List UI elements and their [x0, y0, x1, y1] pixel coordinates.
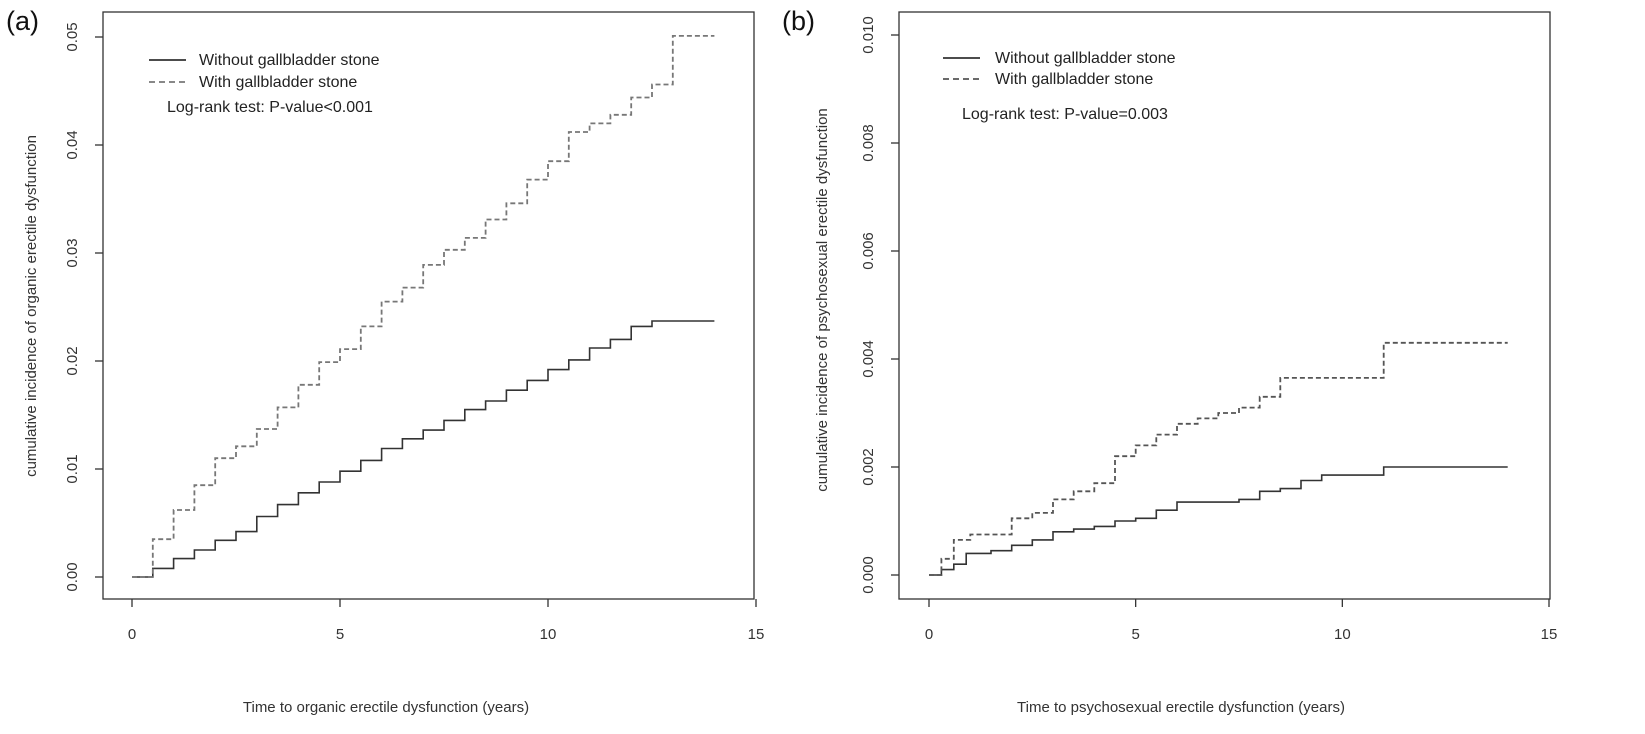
panel-b-series-without-gallbladder-stone	[929, 466, 1508, 576]
panel-b-plot-frame	[898, 11, 1551, 600]
panel-a-series-without-gallbladder-stone	[132, 320, 715, 578]
panel-b-y-tick-label: 0.004	[860, 340, 877, 378]
panel-b-series	[929, 341, 1508, 576]
panel-b-x-tick-label: 10	[1334, 626, 1351, 643]
panel-a-series-with-gallbladder-stone	[132, 35, 715, 578]
panel-a-x-tick-label: 15	[748, 626, 765, 643]
panel-a-chart: (a) 0 5 10 15 0.00 0.01 0.02 0.03 0.04 0.05 Time …	[6, 6, 764, 716]
panel-a-logrank-note: Log-rank test: P-value<0.001	[167, 99, 373, 116]
panel-b-x-tick-label: 0	[925, 626, 933, 643]
panel-a-x-tick-label: 10	[540, 626, 557, 643]
panel-b-y-tick-label: 0.000	[860, 556, 877, 594]
panel-a-y-tick-label: 0.00	[64, 562, 81, 591]
panel-a-y-tick-label: 0.05	[64, 22, 81, 51]
panel-a-y-tick-label: 0.04	[64, 130, 81, 159]
panel-b-x-tick-label: 5	[1131, 626, 1139, 643]
panel-a-y-axis-title: cumulative incidence of organic erectile…	[23, 135, 40, 477]
panel-a-x-axis-title: Time to organic erectile dysfunction (ye…	[243, 699, 529, 716]
panel-a-y-tick-label: 0.02	[64, 346, 81, 375]
panel-a-plot-frame	[102, 11, 755, 600]
panel-a-legend-with-label: With gallbladder stone	[199, 74, 357, 91]
panel-a-legend-without-label: Without gallbladder stone	[199, 52, 380, 69]
panel-b-chart: (b) 0 5 10 15 0.000 0.002 0.004 0.006 0.008 0.010…	[782, 6, 1557, 716]
panel-b-x-tick-label: 15	[1541, 626, 1558, 643]
panel-b-legend-without-label: Without gallbladder stone	[995, 50, 1176, 67]
panel-a-ticks: 0 5 10 15 0.00 0.01 0.02 0.03 0.04 0.05	[64, 22, 764, 643]
panel-b-y-tick-label: 0.002	[860, 448, 877, 486]
panel-a-y-tick-label: 0.01	[64, 454, 81, 483]
panel-b-logrank-note: Log-rank test: P-value=0.003	[962, 106, 1168, 123]
panel-b-x-axis-title: Time to psychosexual erectile dysfunctio…	[1017, 699, 1345, 716]
panel-b-ticks: 0 5 10 15 0.000 0.002 0.004 0.006 0.008 0.010	[860, 16, 1557, 643]
panel-b-y-tick-label: 0.008	[860, 124, 877, 162]
panel-a-series	[132, 35, 715, 578]
panel-b-y-axis-title: cumulative incidence of psychosexual ere…	[814, 108, 831, 492]
panel-b-y-tick-label: 0.006	[860, 232, 877, 270]
panel-a-x-tick-label: 0	[128, 626, 136, 643]
panel-a-tag: (a)	[6, 6, 39, 36]
panel-b-legend-with-label: With gallbladder stone	[995, 71, 1153, 88]
panel-b-series-with-gallbladder-stone	[929, 341, 1508, 576]
panel-a-y-tick-label: 0.03	[64, 238, 81, 267]
panel-b-y-tick-label: 0.010	[860, 16, 877, 54]
panel-b-tag: (b)	[782, 6, 815, 36]
panel-a-x-tick-label: 5	[336, 626, 344, 643]
